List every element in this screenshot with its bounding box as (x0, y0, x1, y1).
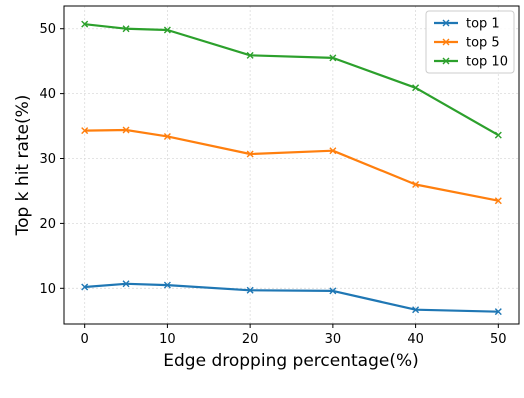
x-tick-label: 30 (325, 332, 342, 347)
data-point (81, 20, 89, 28)
x-axis-title: Edge dropping percentage(%) (163, 351, 418, 371)
y-tick-label: 40 (39, 87, 56, 102)
legend-box (425, 10, 515, 74)
series-line (84, 128, 499, 202)
data-point (163, 26, 171, 34)
x-tick-label: 40 (407, 332, 424, 347)
x-axis: 0 10 20 30 40 50 (81, 324, 507, 347)
data-point (246, 150, 254, 158)
legend-item: top 5 (434, 36, 500, 51)
data-point (494, 308, 502, 316)
data-point (81, 283, 89, 291)
data-point (122, 280, 130, 288)
data-point (329, 147, 337, 155)
data-point (329, 54, 337, 62)
x-tick-label: 0 (81, 332, 89, 347)
y-axis: 10 20 30 40 50 (39, 22, 64, 297)
data-point (494, 131, 502, 139)
y-tick-label: 50 (39, 22, 56, 37)
y-axis-title: Top k hit rate(%) (13, 95, 33, 237)
data-point (163, 132, 171, 140)
data-point (246, 286, 254, 294)
legend-marker (442, 38, 450, 46)
data-point (412, 306, 420, 314)
x-tick-label: 50 (490, 332, 507, 347)
y-tick-label: 30 (39, 152, 56, 167)
series-top-5 (81, 126, 502, 205)
legend-marker (442, 57, 450, 65)
series-top-1 (81, 280, 502, 316)
legend-item: top 1 (434, 17, 500, 32)
data-point (122, 126, 130, 134)
legend-label: top 10 (466, 55, 508, 70)
data-point (81, 127, 89, 135)
y-tick-label: 20 (39, 217, 56, 232)
x-tick-label: 10 (159, 332, 176, 347)
series-top-10 (81, 20, 502, 139)
data-point (329, 287, 337, 295)
data-point (246, 51, 254, 59)
y-tick-label: 10 (39, 282, 56, 297)
plot-frame (63, 5, 520, 325)
data-point (163, 281, 171, 289)
legend-marker (442, 19, 450, 27)
legend-item: top 10 (434, 55, 508, 70)
data-point (494, 197, 502, 205)
data-point (412, 180, 420, 188)
x-tick-label: 20 (242, 332, 259, 347)
data-point (122, 25, 130, 33)
legend-label: top 1 (466, 17, 500, 32)
legend-label: top 5 (466, 36, 500, 51)
data-point (412, 84, 420, 92)
series-layer (81, 20, 502, 316)
legend: top 1 top 5 top 10 (425, 10, 515, 74)
